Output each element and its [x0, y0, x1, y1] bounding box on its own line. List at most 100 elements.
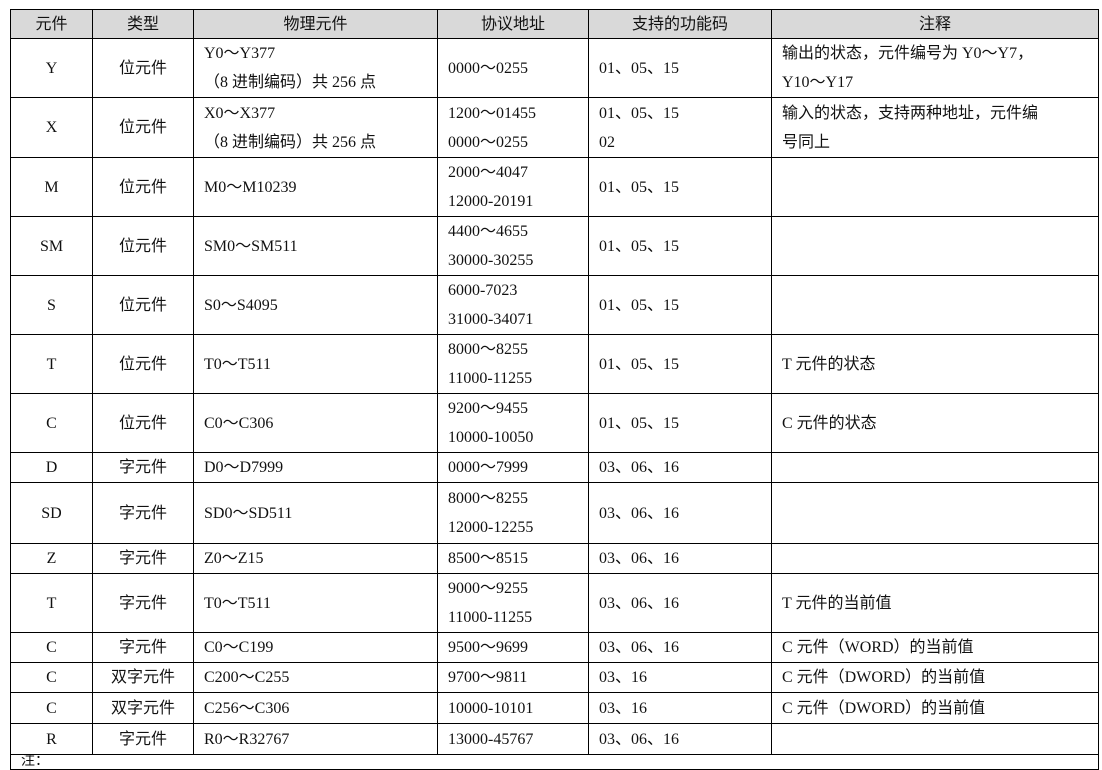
cell-line: T0～T511: [204, 594, 271, 612]
table-row: T 字元件 T0～T511 9000～9255 11000-11255 03、06、16 T…: [10, 573, 1099, 633]
cell-address: 4400～4655 30000-30255: [437, 216, 589, 276]
cell-address: 1200～01455 0000～0255: [437, 97, 589, 158]
cell-codes: 01、05、15: [588, 216, 772, 276]
cell-note: C 元件（DWORD）的当前值: [771, 692, 1099, 724]
table-row: Y 位元件 Y0～Y377 （8 进制编码）共 256 点 0000～0255 01、05…: [10, 38, 1099, 98]
cell-line: 8500～8515: [448, 550, 529, 567]
cell-type: 双字元件: [92, 662, 194, 693]
cell-line: 03、06、16: [599, 639, 680, 656]
cell-line: 2000～4047: [448, 164, 529, 181]
cell-address: 13000-45767: [437, 723, 589, 755]
cell-address: 6000-7023 31000-34071: [437, 275, 589, 335]
cell-type: 字元件: [92, 452, 194, 483]
cell-type: 字元件: [92, 573, 194, 633]
modbus-address-table: 元件 类型 物理元件 协议地址 支持的功能码 注释 Y 位元件 Y0～Y377 （8 进制编码）…: [10, 9, 1099, 770]
cell-line: D0～D7999: [204, 459, 284, 476]
cell-codes: 03、06、16: [588, 573, 772, 633]
cell-element: C: [10, 632, 93, 663]
cell-note: [771, 452, 1099, 483]
cell-line: C 元件（WORD）的当前值: [782, 639, 974, 656]
cell-line: （8 进制编码）共 256 点: [204, 74, 377, 91]
table-row: C 位元件 C0～C306 9200～9455 10000-10050 01、05、15 C…: [10, 393, 1099, 453]
cell-element: SM: [10, 216, 93, 276]
cell-note: [771, 157, 1099, 217]
cell-element: SD: [10, 482, 93, 544]
cell-line: S0～S4095: [204, 296, 278, 314]
cell-element: C: [10, 393, 93, 453]
cell-element: T: [10, 334, 93, 394]
cell-line: 8000～8255: [448, 490, 529, 507]
cell-codes: 03、06、16: [588, 482, 772, 544]
table-row: C 字元件 C0～C199 9500～9699 03、06、16 C 元件（WORD）的当…: [10, 632, 1099, 663]
cell-line: 01、05、15: [599, 296, 680, 314]
cell-line: 02: [599, 133, 615, 151]
cell-note: T 元件的状态: [771, 334, 1099, 394]
cell-line: SD0～SD511: [204, 504, 293, 522]
cell-type: 位元件: [92, 157, 194, 217]
cell-line: 1200～01455: [448, 104, 537, 122]
footnote-row: 注：: [10, 754, 1099, 770]
cell-line: C 元件（DWORD）的当前值: [782, 699, 986, 717]
cell-physical: T0～T511: [193, 573, 438, 633]
cell-line: （8 进制编码）共 256 点: [204, 133, 377, 151]
cell-physical: SM0～SM511: [193, 216, 438, 276]
cell-line: 9500～9699: [448, 639, 529, 656]
cell-physical: M0～M10239: [193, 157, 438, 217]
cell-line: Y10～Y17: [782, 74, 854, 91]
cell-address: 9000～9255 11000-11255: [437, 573, 589, 633]
cell-address: 8000～8255 12000-12255: [437, 482, 589, 544]
cell-physical: C0～C306: [193, 393, 438, 453]
cell-line: 30000-30255: [448, 252, 534, 269]
cell-codes: 03、06、16: [588, 543, 772, 574]
header-type: 类型: [92, 9, 194, 39]
cell-note: C 元件（DWORD）的当前值: [771, 662, 1099, 693]
cell-line: SM0～SM511: [204, 237, 298, 255]
cell-line: 03、16: [599, 699, 648, 717]
cell-line: 9000～9255: [448, 580, 529, 597]
cell-type: 位元件: [92, 97, 194, 158]
cell-line: 12000-12255: [448, 519, 534, 536]
cell-type: 字元件: [92, 723, 194, 755]
cell-line: 9200～9455: [448, 400, 529, 417]
cell-physical: Y0～Y377 （8 进制编码）共 256 点: [193, 38, 438, 98]
cell-line: 4400～4655: [448, 223, 529, 240]
cell-type: 字元件: [92, 482, 194, 544]
cell-codes: 03、16: [588, 692, 772, 724]
cell-physical: C256～C306: [193, 692, 438, 724]
cell-line: C0～C199: [204, 639, 274, 656]
cell-line: 01、05、15: [599, 414, 680, 432]
cell-note: [771, 543, 1099, 574]
cell-physical: SD0～SD511: [193, 482, 438, 544]
cell-physical: S0～S4095: [193, 275, 438, 335]
table-row: C 双字元件 C200～C255 9700～9811 03、16 C 元件（DWORD）的…: [10, 662, 1099, 693]
cell-codes: 01、05、15: [588, 157, 772, 217]
cell-line: C256～C306: [204, 699, 290, 717]
cell-note: [771, 275, 1099, 335]
cell-address: 0000～7999: [437, 452, 589, 483]
cell-element: T: [10, 573, 93, 633]
cell-address: 8000～8255 11000-11255: [437, 334, 589, 394]
cell-note: [771, 216, 1099, 276]
header-note: 注释: [771, 9, 1099, 39]
cell-line: T 元件的状态: [782, 355, 876, 373]
cell-line: 03、06、16: [599, 550, 680, 567]
table-row: T 位元件 T0～T511 8000～8255 11000-11255 01、05、15 T…: [10, 334, 1099, 394]
cell-note: 输入的状态，支持两种地址，元件编 号同上: [771, 97, 1099, 158]
cell-line: 13000-45767: [448, 730, 534, 748]
cell-line: 6000-7023: [448, 282, 518, 299]
header-element: 元件: [10, 9, 93, 39]
cell-codes: 01、05、15 02: [588, 97, 772, 158]
cell-line: M0～M10239: [204, 178, 297, 196]
cell-line: 01、05、15: [599, 355, 680, 373]
cell-codes: 01、05、15: [588, 38, 772, 98]
cell-line: 8000～8255: [448, 341, 529, 358]
cell-line: X0～X377: [204, 104, 276, 122]
cell-note: 输出的状态，元件编号为 Y0～Y7， Y10～Y17: [771, 38, 1099, 98]
cell-line: C200～C255: [204, 669, 290, 686]
cell-line: 0000～0255: [448, 133, 529, 151]
cell-element: D: [10, 452, 93, 483]
cell-line: 03、06、16: [599, 730, 680, 748]
cell-physical: D0～D7999: [193, 452, 438, 483]
cell-element: R: [10, 723, 93, 755]
cell-line: T 元件的当前值: [782, 594, 892, 612]
